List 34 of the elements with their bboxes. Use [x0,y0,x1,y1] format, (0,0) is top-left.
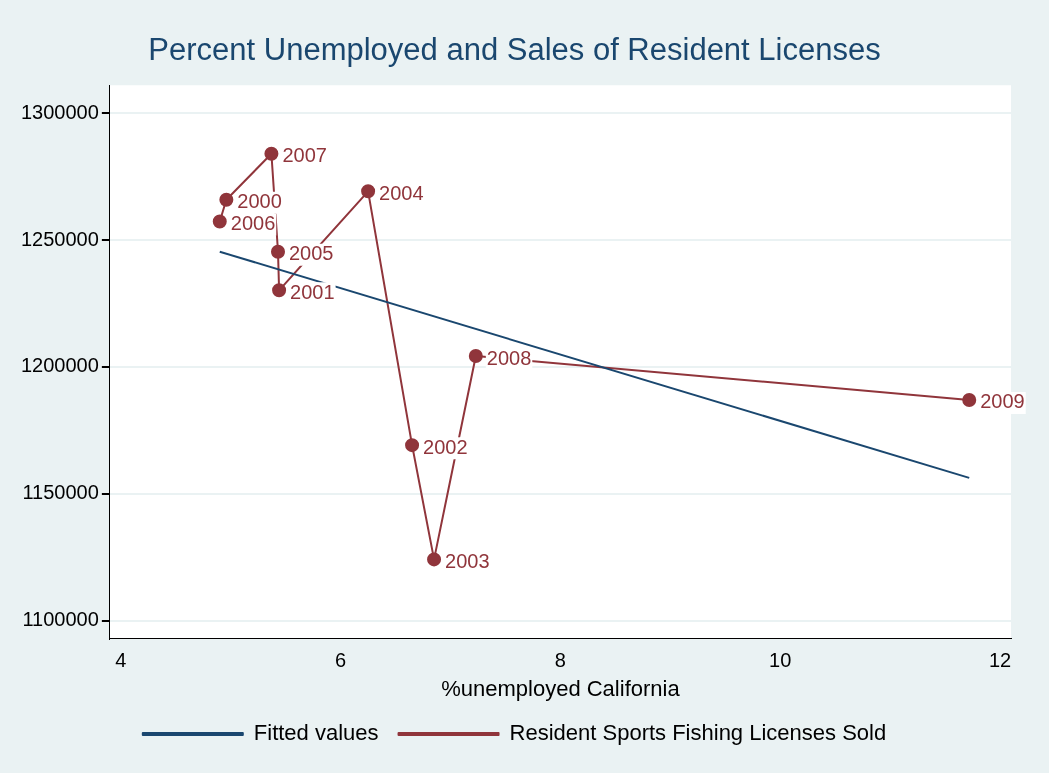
annotation: 2006 [230,212,276,235]
x-tick-label: 8 [554,649,566,672]
point [962,392,977,407]
point [272,283,287,298]
annotation: 2001 [290,280,335,303]
y-tick-label: 1100000 [22,608,99,631]
point [468,349,483,364]
y-tick-label: 1250000 [20,227,99,250]
annotation: 2008 [486,346,532,369]
point [264,146,279,161]
x-tick-label: 10 [769,649,792,672]
x-axis-title: %unemployed California [441,675,681,701]
legend-label: Fitted values [253,720,379,746]
point [219,192,234,207]
annotation: 2003 [445,549,490,572]
annotation: 2009 [980,390,1025,413]
y-tick-label: 1150000 [22,481,99,504]
point [212,214,227,229]
point [405,438,420,453]
point [427,552,442,567]
point [271,244,285,259]
legend-label: Resident Sports Fishing Licenses Sold [509,720,887,746]
x-tick-label: 12 [988,649,1012,672]
annotation: 2002 [423,435,468,458]
annotation: 2005 [289,242,334,265]
annotation: 2000 [237,190,282,213]
annotation: 2004 [379,181,424,204]
chart-title: Percent Unemployed and Sales of Resident Licenses [148,32,881,68]
y-tick-label: 1200000 [20,354,99,377]
point [361,184,376,199]
y-tick-label: 1300000 [20,100,99,123]
annotation: 2007 [282,144,327,167]
x-tick-label: 4 [115,649,127,672]
x-tick-label: 6 [335,649,347,672]
